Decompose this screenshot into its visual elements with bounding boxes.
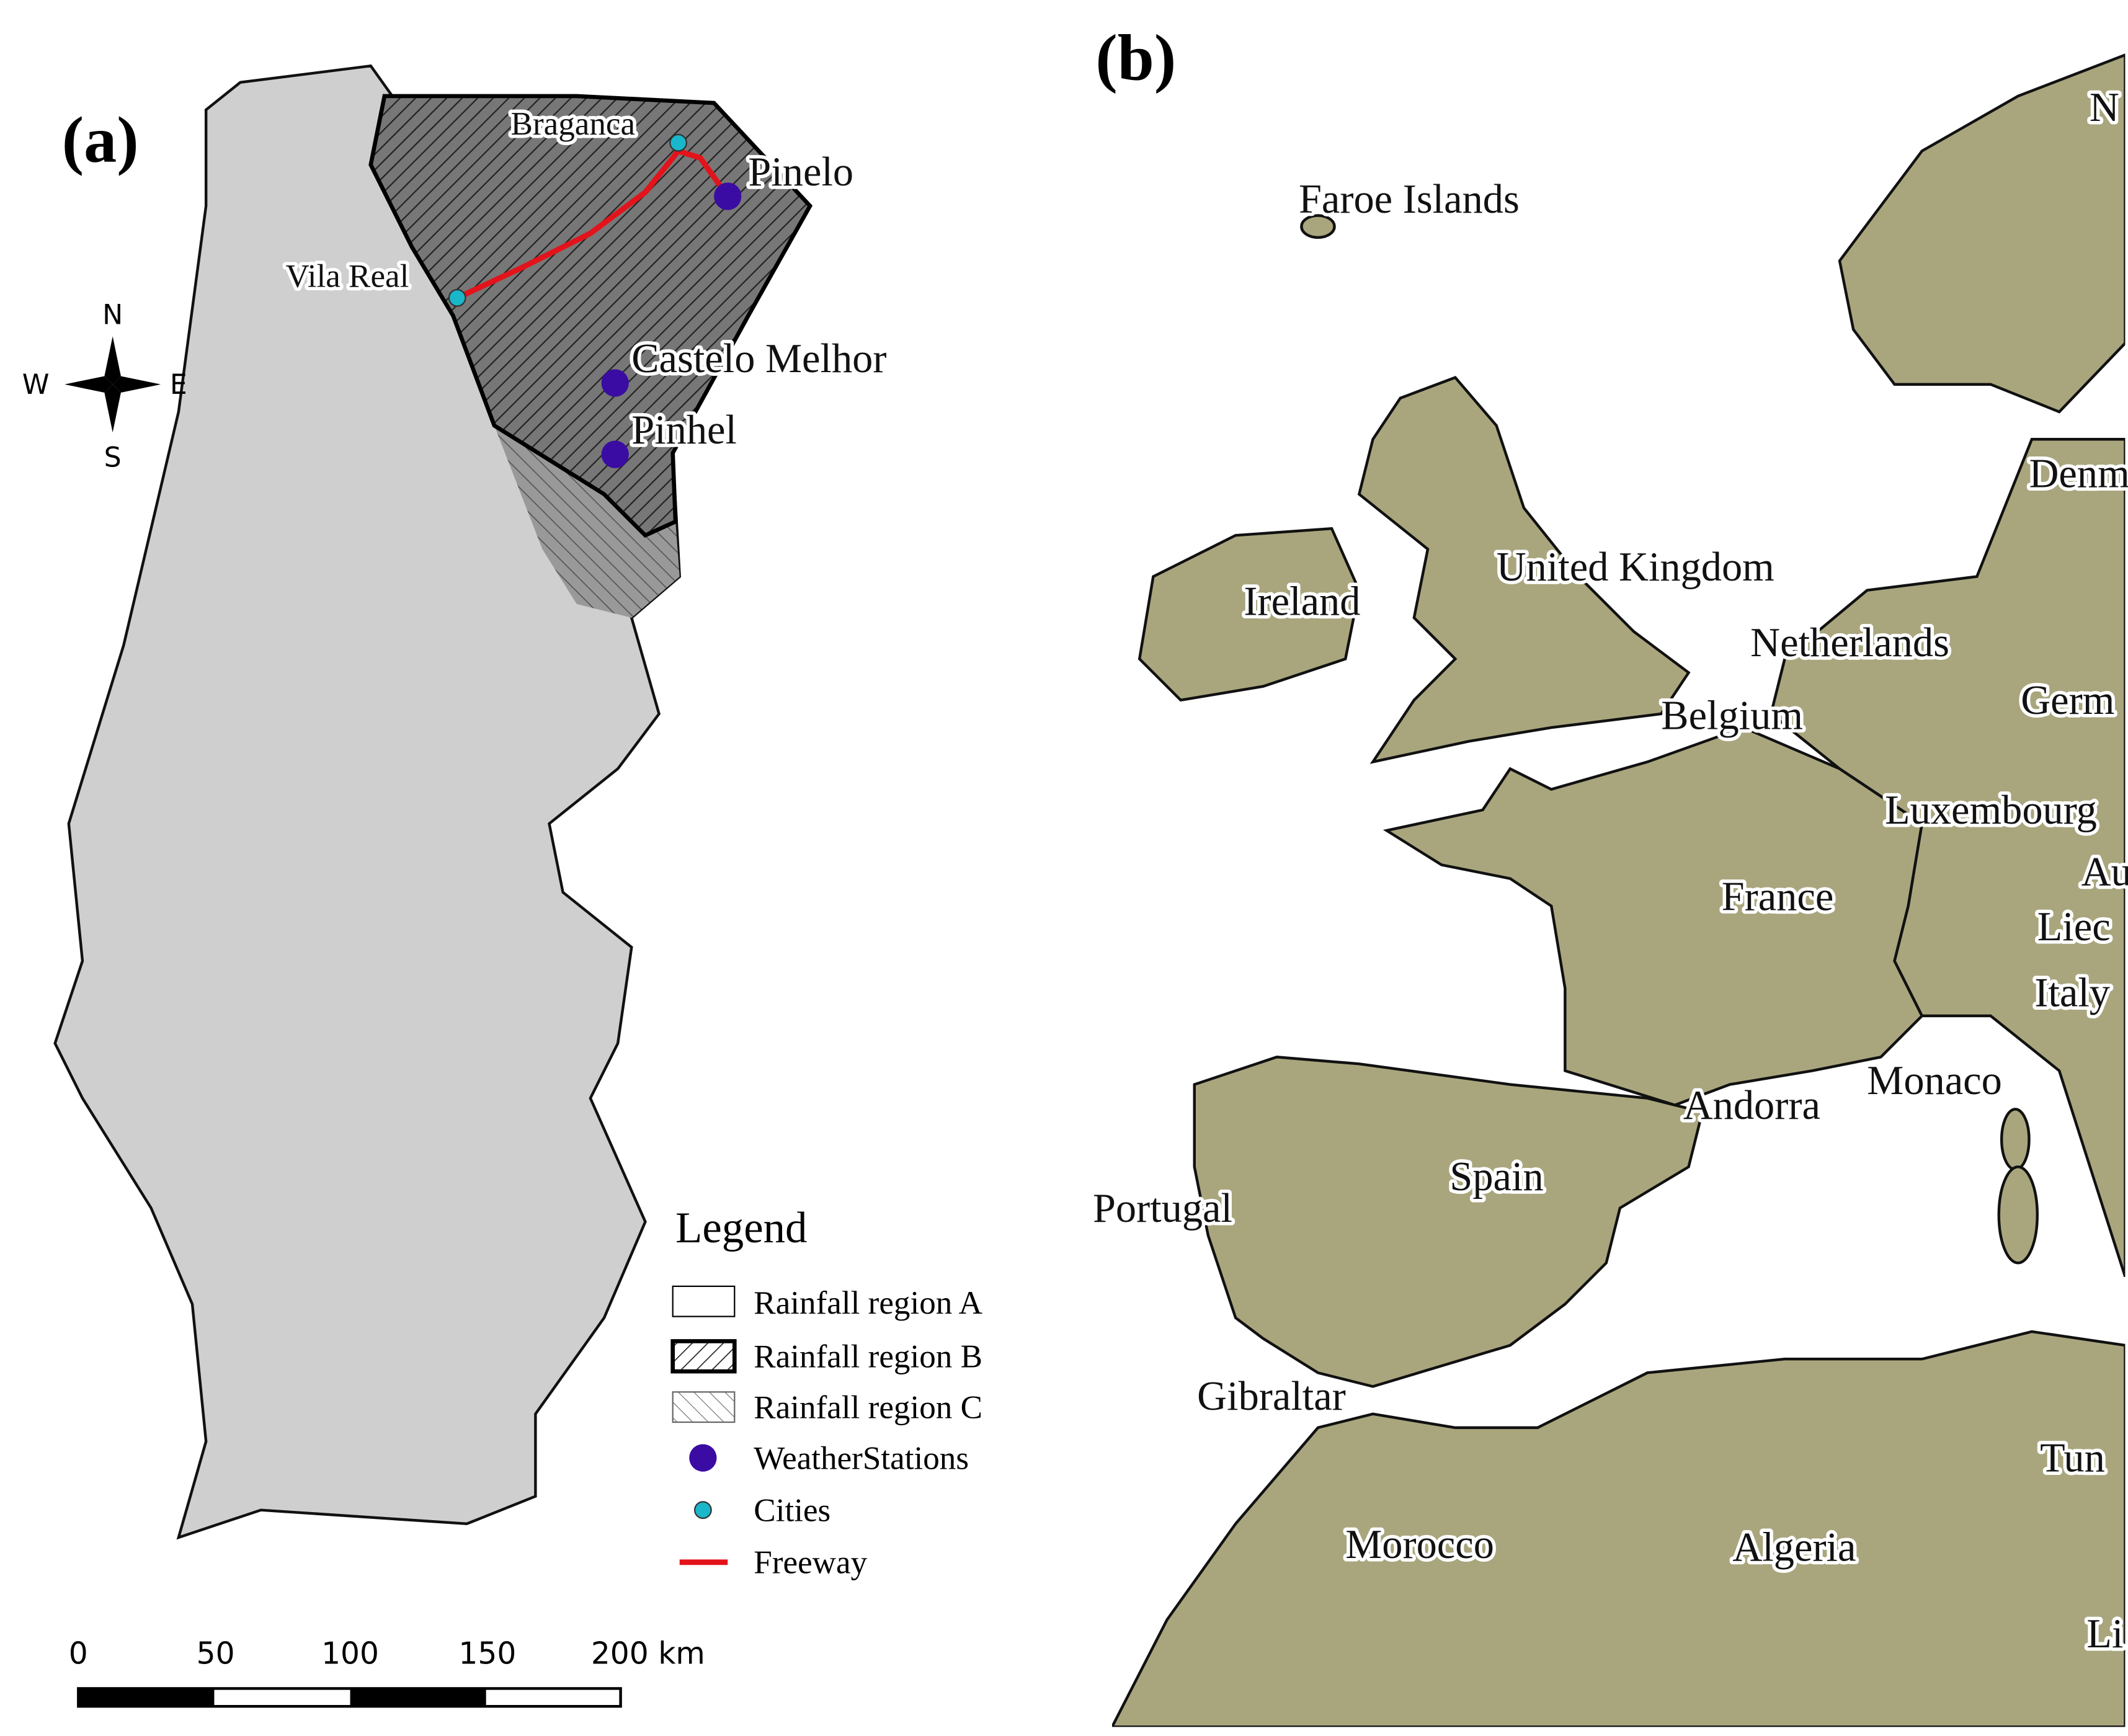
country-label: N [2090,85,2119,130]
legend-item: Rainfall region C [754,1389,982,1425]
legend-item: Rainfall region A [754,1285,982,1321]
scale-label: 0 [69,1637,88,1671]
city [669,133,687,152]
compass-label: W [22,369,50,401]
legend-item: WeatherStations [754,1440,969,1476]
scale-bar: 0 50 100 150 200 km [69,1637,705,1708]
panel-b: (b) N Faroe Islands Denm United Kingdom Irel… [1089,20,2128,1727]
country-label: Andorra [1683,1083,1820,1128]
legend: Legend Rainfall region A Rainfall region… [670,1204,982,1580]
panel-a: Braganca Vila Real Pinelo Castelo Melhor… [22,64,982,1708]
station-label: Castelo Melhor [631,336,886,381]
country-label: United Kingdom [1497,545,1774,590]
country-label: Faroe Islands [1299,177,1520,222]
scale-label: 150 [458,1637,516,1671]
region-b [368,94,813,538]
country-label: Tun [2040,1436,2105,1481]
country-label: Netherlands [1750,620,1949,665]
station-label: Pinelo [748,149,853,195]
country-label: Germ [2021,678,2114,723]
country-label: France [1722,874,1834,919]
country-label: Gibraltar [1197,1374,1346,1419]
panel-label: (b) [1095,20,1176,94]
scale-label: 50 [197,1637,235,1671]
compass-label: E [170,369,187,401]
country-label: Au [2081,850,2128,895]
city-label: Braganca [511,106,636,142]
legend-title: Legend [675,1204,807,1252]
scale-label: 100 [321,1637,379,1671]
compass-label: S [104,442,122,474]
country-label: Portugal [1093,1186,1232,1231]
scale-label: 200 km [591,1637,705,1671]
panel-label: (a) [62,103,139,176]
country-label: Ireland [1244,579,1360,625]
legend-item: Cities [754,1492,830,1528]
country-label: Liec [2037,904,2111,950]
legend-item: Rainfall region B [754,1338,982,1374]
station [601,440,629,468]
compass: N W E S [22,299,187,473]
country-label: Li [2086,1611,2123,1657]
country-label: Luxembourg [1885,788,2097,833]
country-label: Belgium [1661,693,1803,738]
country-label: Monaco [1867,1058,2002,1103]
country-label: Spain [1449,1154,1543,1200]
legend-item: Freeway [754,1544,867,1580]
country-label: Algeria [1732,1525,1856,1570]
city [448,288,466,307]
country-label: Italy [2034,970,2110,1015]
land [1111,53,2126,1727]
freeway [456,148,730,301]
station [601,369,629,397]
country-label: Denm [2029,452,2128,497]
compass-label: N [102,299,123,331]
station [714,182,742,210]
station-label: Pinhel [631,407,737,453]
region-c [494,425,680,618]
country-label: Morocco [1345,1522,1494,1567]
city-label: Vila Real [286,259,409,295]
